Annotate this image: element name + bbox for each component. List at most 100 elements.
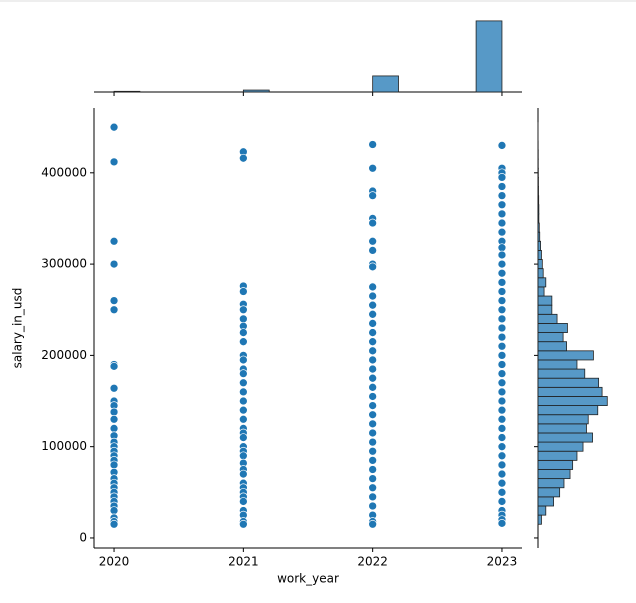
point [368, 373, 378, 383]
point [497, 369, 507, 378]
point [368, 465, 378, 474]
histogram-bar [537, 286, 545, 297]
x-tick-label: 2021 [228, 555, 259, 569]
point [238, 414, 248, 424]
point [368, 140, 378, 149]
point [238, 337, 248, 347]
point [109, 296, 119, 305]
point [368, 428, 378, 438]
point [497, 218, 507, 228]
histogram-bar [537, 432, 593, 443]
histogram-bar [537, 478, 565, 489]
histogram-bar [537, 259, 543, 270]
histogram-bar [537, 313, 558, 324]
histogram-bar [537, 368, 586, 379]
point [109, 361, 119, 371]
histogram-bar [537, 268, 544, 279]
point [497, 287, 507, 296]
point [368, 492, 378, 502]
point [238, 451, 248, 461]
point [368, 446, 378, 456]
histogram-bar [537, 222, 540, 233]
histogram-bar [475, 20, 503, 93]
point [368, 410, 378, 420]
point [368, 246, 378, 255]
point [368, 218, 378, 228]
point [238, 305, 248, 315]
point [368, 309, 378, 319]
point [497, 209, 507, 219]
point [497, 442, 507, 452]
point [497, 200, 507, 210]
histogram-bar [242, 89, 270, 93]
point [497, 378, 507, 388]
point [238, 405, 248, 415]
point [368, 501, 378, 511]
point [497, 296, 507, 305]
point [497, 278, 507, 287]
histogram-bar [537, 514, 542, 525]
point [368, 401, 378, 410]
histogram-bar [537, 386, 603, 397]
histogram-bar [537, 450, 578, 461]
point [238, 328, 248, 337]
point [238, 396, 248, 406]
point [238, 287, 248, 296]
point [497, 451, 507, 461]
point [497, 182, 507, 191]
point [497, 478, 507, 488]
point [497, 360, 507, 369]
histogram-bar [537, 487, 561, 498]
point [497, 341, 507, 351]
histogram-bar [537, 405, 599, 416]
histogram-bar [537, 505, 547, 516]
point [368, 392, 378, 401]
point [497, 424, 507, 433]
point [368, 474, 378, 483]
point [368, 337, 378, 347]
point [109, 519, 119, 529]
point [238, 469, 248, 479]
point [368, 291, 378, 301]
point [368, 319, 378, 328]
point [497, 323, 507, 333]
point [109, 383, 119, 393]
point [109, 414, 119, 424]
point [497, 460, 507, 470]
histogram-bar [537, 469, 571, 480]
y-axis-label: salary_in_usd [11, 288, 25, 369]
point [497, 469, 507, 479]
point [368, 456, 378, 465]
histogram-bar [537, 195, 540, 206]
y-tick-label: 100000 [41, 439, 87, 453]
point [497, 243, 507, 253]
histogram-bar [537, 204, 540, 215]
point [497, 314, 507, 324]
x-tick-label: 2022 [357, 555, 388, 569]
point [497, 497, 507, 506]
point [497, 487, 507, 497]
y-tick-label: 300000 [41, 257, 87, 271]
y-tick-label: 0 [79, 530, 87, 544]
point [368, 346, 378, 356]
histogram-bar [537, 459, 574, 470]
histogram-bar [537, 332, 564, 343]
histogram-bar [537, 350, 594, 361]
histogram-bar [537, 323, 568, 333]
point [109, 305, 119, 315]
histogram-bar [113, 90, 141, 93]
histogram-bar [537, 231, 541, 242]
point [497, 141, 507, 150]
point [368, 437, 378, 447]
point [497, 173, 507, 182]
point [238, 378, 248, 388]
point [497, 332, 507, 342]
x-tick-label: 2020 [99, 555, 130, 569]
point [497, 259, 507, 269]
histogram-bar [537, 250, 542, 260]
point [368, 382, 378, 392]
point [368, 262, 378, 272]
point [368, 483, 378, 493]
histogram-bar [537, 377, 600, 388]
